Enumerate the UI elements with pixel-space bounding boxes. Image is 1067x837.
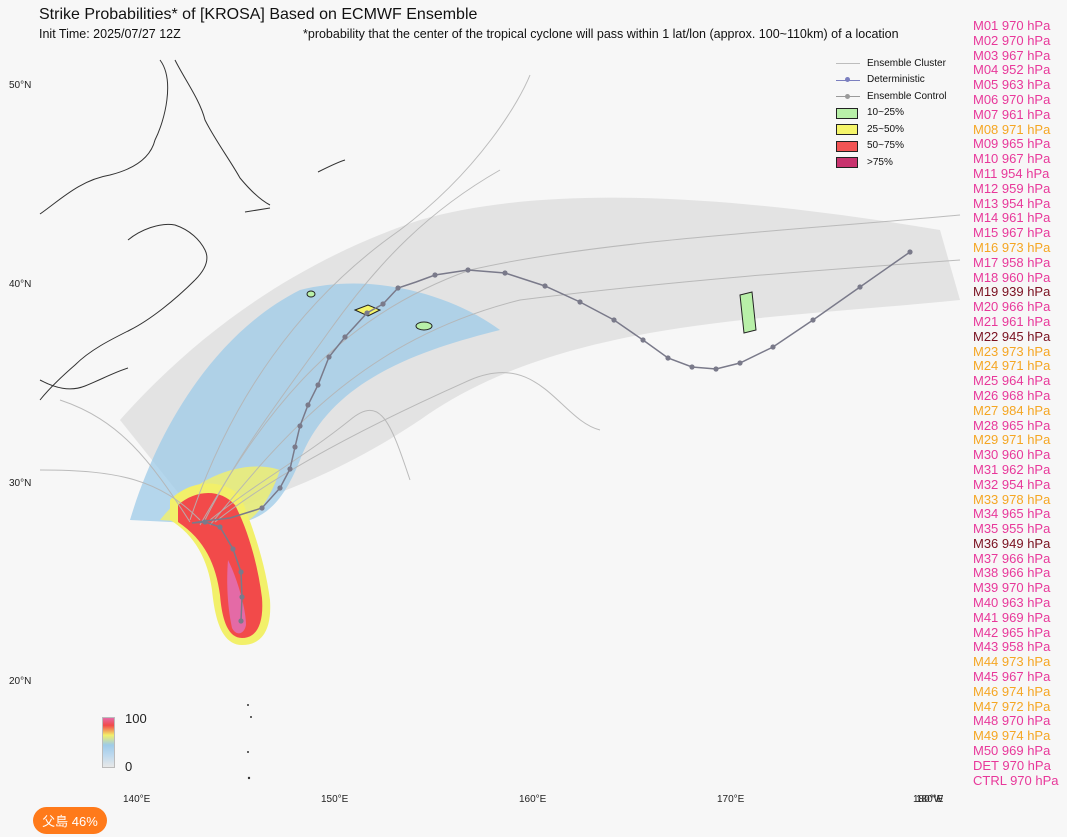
member-pressure-item: M43 958 hPa [973,639,1051,655]
member-pressure-item: M45 967 hPa [973,669,1051,685]
legend-item: >75% [834,154,946,171]
chart-title: Strike Probabilities* of [KROSA] Based o… [39,6,478,23]
legend-item: Deterministic [834,72,946,89]
member-pressure-item: M05 963 hPa [973,77,1051,93]
member-pressure-item: M37 966 hPa [973,550,1051,566]
footnote: *probability that the center of the trop… [303,27,899,41]
coastline [39,59,346,401]
member-pressure-item: M03 967 hPa [973,47,1051,63]
member-pressure-item: M22 945 hPa [973,328,1051,344]
member-pressure-item: DET 970 hPa [973,757,1051,773]
legend-item: 25~50% [834,121,946,138]
member-pressure-item: CTRL 970 hPa [973,772,1059,788]
member-pressure-item: M13 954 hPa [973,195,1051,211]
lon-label: 170°E [717,794,745,805]
member-pressure-item: M12 959 hPa [973,180,1051,196]
member-pressure-item: M32 954 hPa [973,476,1051,492]
member-pressure-item: M33 978 hPa [973,491,1051,507]
colorbar [102,717,115,768]
member-pressure-item: M02 970 hPa [973,32,1051,48]
member-pressure-item: M42 965 hPa [973,624,1051,640]
member-pressure-item: M15 967 hPa [973,225,1051,241]
ensemble-tracks [39,74,961,526]
member-pressure-item: M28 965 hPa [973,417,1051,433]
member-pressure-item: M23 973 hPa [973,343,1051,359]
member-pressure-item: M19 939 hPa [973,284,1051,300]
member-pressure-item: M11 954 hPa [973,165,1050,181]
member-pressure-item: M30 960 hPa [973,447,1051,463]
member-pressure-item: M16 973 hPa [973,239,1051,255]
member-pressure-item: M01 970 hPa [973,18,1051,33]
member-pressure-item: M14 961 hPa [973,210,1051,226]
init-time: Init Time: 2025/07/27 12Z [39,27,181,41]
member-pressure-item: M46 974 hPa [973,683,1051,699]
lon-label: 160°E [519,794,547,805]
member-pressure-item: M39 970 hPa [973,580,1051,596]
member-pressure-item: M18 960 hPa [973,269,1051,285]
member-pressure-item: M44 973 hPa [973,654,1051,670]
member-pressure-item: M17 958 hPa [973,254,1051,270]
member-pressure-item: M09 965 hPa [973,136,1051,152]
legend: Ensemble Cluster Deterministic Ensemble … [834,55,946,171]
member-pressure-item: M47 972 hPa [973,698,1051,714]
member-pressure-item: M34 965 hPa [973,506,1051,522]
member-pressure-item: M20 966 hPa [973,299,1051,315]
legend-item: Ensemble Control [834,88,946,105]
member-pressure-item: M40 963 hPa [973,595,1051,611]
member-pressure-item: M50 969 hPa [973,743,1051,759]
member-pressure-item: M31 962 hPa [973,461,1051,477]
member-pressure-item: M08 971 hPa [973,121,1051,137]
probability-field [120,197,960,645]
colorbar-max-label: 100 [125,711,147,726]
member-pressure-item: M10 967 hPa [973,151,1051,167]
islands [247,704,252,780]
member-pressure-item: M21 961 hPa [973,313,1051,329]
legend-item: Ensemble Cluster [834,55,946,72]
legend-item: 10~25% [834,105,946,122]
deterministic-track [191,249,913,624]
member-pressure-item: M07 961 hPa [973,106,1051,122]
member-pressure-list: M01 970 hPa M02 970 hPa M03 967 hPa M04 952… [973,18,1059,788]
member-pressure-item: M06 970 hPa [973,91,1051,107]
member-pressure-item: M36 949 hPa [973,535,1051,551]
member-pressure-item: M38 966 hPa [973,565,1051,581]
lon-label: 140°E [123,794,151,805]
legend-item: 50~75% [834,138,946,155]
lat-label: 20°N [9,676,32,687]
location-probability-badge[interactable]: 父島 46% [33,807,107,834]
member-pressure-item: M41 969 hPa [973,609,1051,625]
colorbar-min-label: 0 [125,759,133,774]
member-pressure-item: M25 964 hPa [973,373,1051,389]
lat-label: 40°N [9,279,32,290]
member-pressure-item: M27 984 hPa [973,402,1051,418]
lon-label: 180°E [916,794,944,805]
member-pressure-item: M35 955 hPa [973,521,1051,537]
member-pressure-item: M29 971 hPa [973,432,1051,448]
lon-label: 150°E [321,794,349,805]
member-pressure-item: M49 974 hPa [973,728,1051,744]
member-pressure-item: M04 952 hPa [973,62,1051,78]
lat-label: 50°N [9,80,32,91]
lat-label: 30°N [9,478,32,489]
member-pressure-item: M48 970 hPa [973,713,1051,729]
member-pressure-item: M24 971 hPa [973,358,1051,374]
lon-label: 180°W [913,794,944,805]
member-pressure-item: M26 968 hPa [973,387,1051,403]
